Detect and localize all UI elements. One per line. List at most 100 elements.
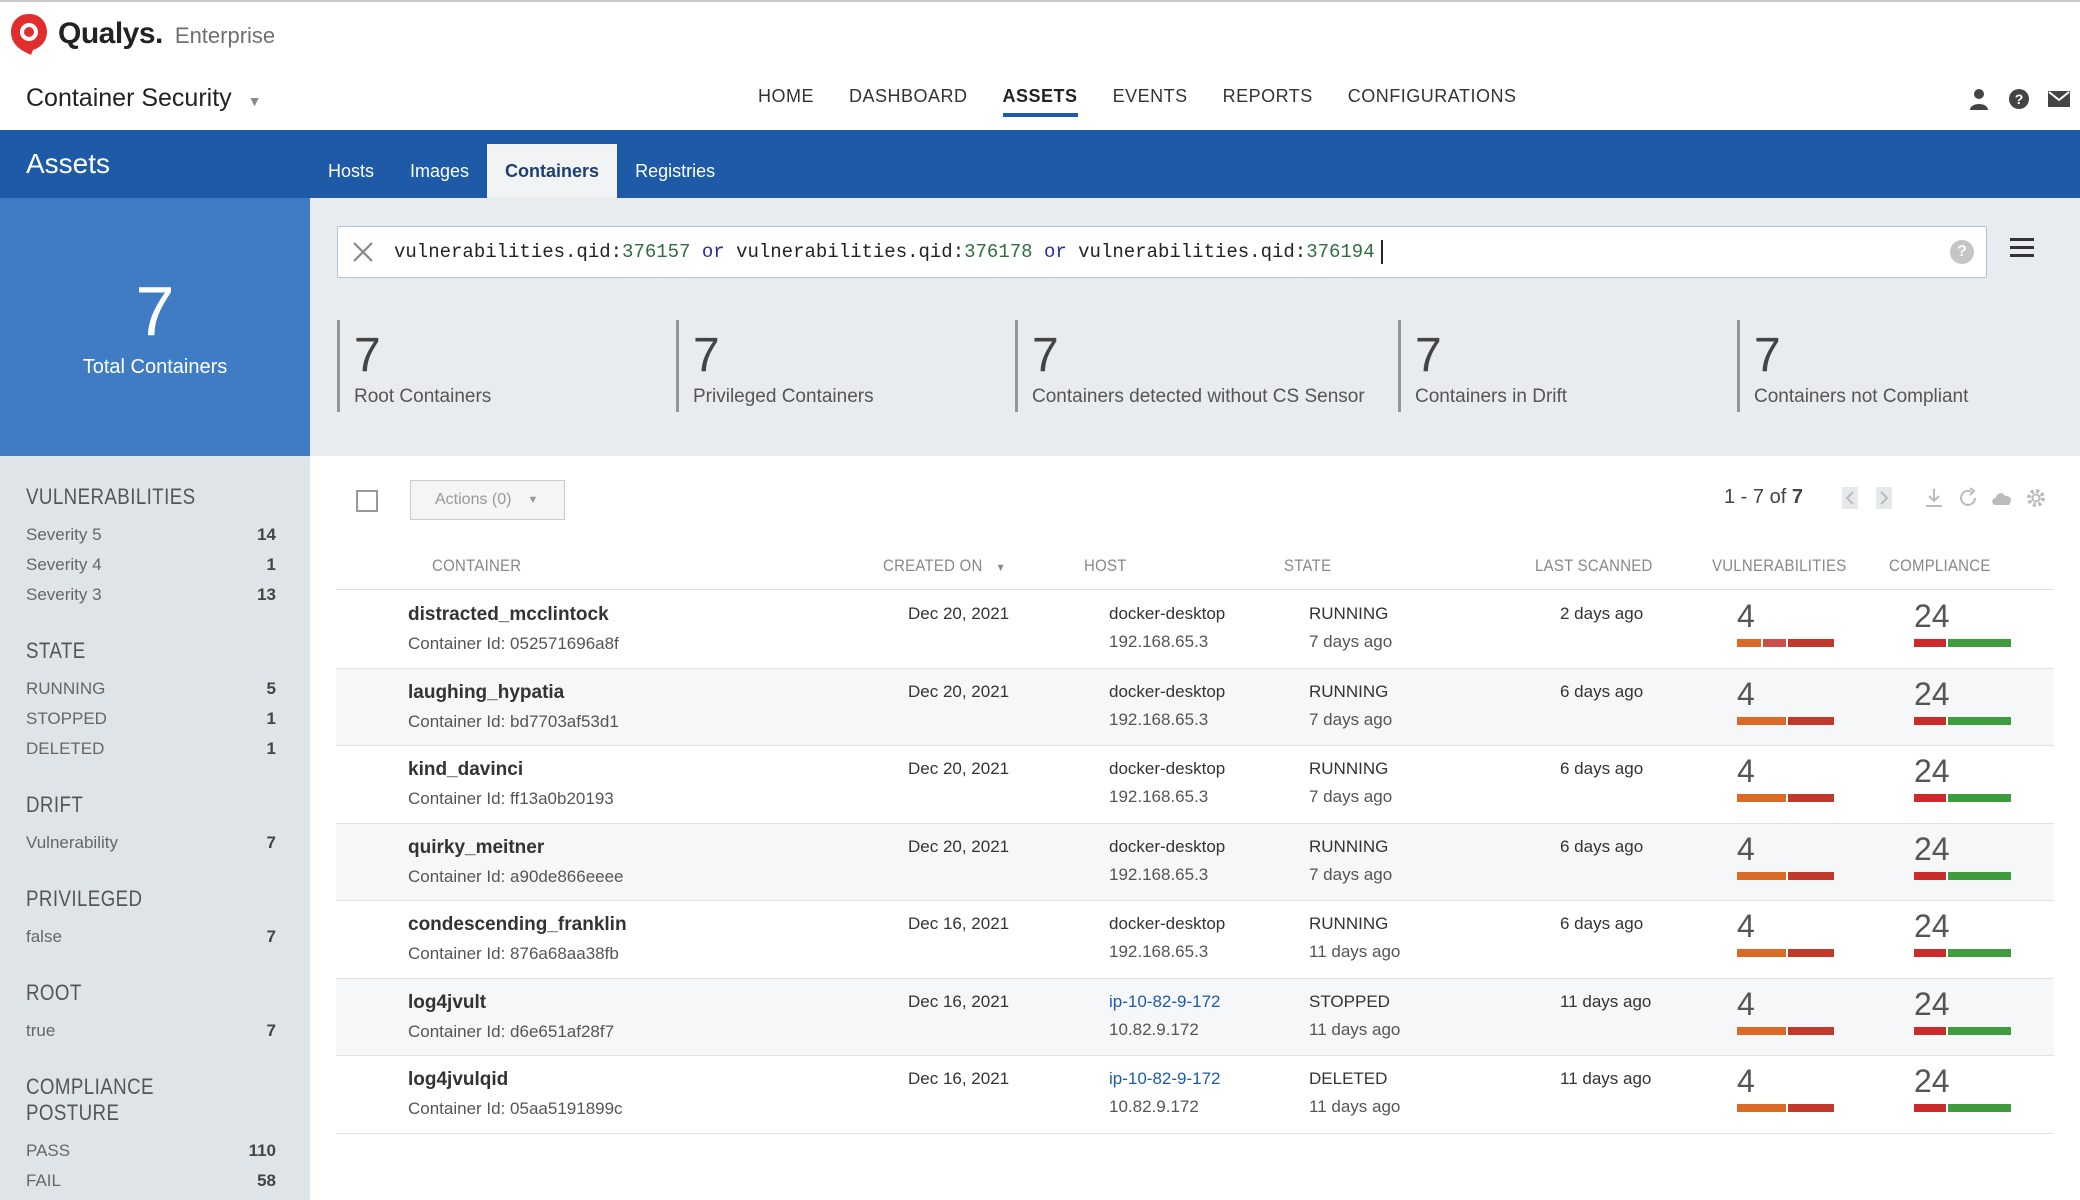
col-state[interactable]: STATE [1284,556,1332,575]
vulnerabilities-metric[interactable]: 4 [1737,1064,1834,1112]
card-label: Containers not Compliant [1754,386,1969,407]
download-icon[interactable] [1922,486,1946,510]
table-row[interactable]: log4jvulqid Container Id: 05aa5191899c Dec… [336,1056,2054,1134]
search-bar[interactable]: vulnerabilities.qid:376157 or vulnerabil… [337,226,1987,278]
clear-search-icon[interactable] [348,237,378,267]
menu-icon[interactable] [2010,238,2034,258]
filter-item[interactable]: true 7 [26,1016,276,1046]
vulnerabilities-metric[interactable]: 4 [1737,909,1834,957]
table-tools [1838,486,2058,510]
tab-images[interactable]: Images [410,161,470,181]
created-on-cell: Dec 20, 2021 [908,836,1010,856]
nav-home[interactable]: HOME [758,86,814,106]
host-name[interactable]: ip-10-82-9-172 [1109,1069,1221,1088]
compliance-bar [1914,1104,2011,1112]
container-name[interactable]: log4jvulqid [408,1069,509,1090]
col-vulnerabilities[interactable]: VULNERABILITIES [1712,556,1847,575]
filter-item[interactable]: RUNNING 5 [26,674,276,704]
vulnerabilities-metric[interactable]: 4 [1737,754,1834,802]
filter-item[interactable]: Severity 5 14 [26,520,276,550]
table-row[interactable]: log4jvult Container Id: d6e651af28f7 Dec 1… [336,978,2054,1056]
pagination-total: 7 [1791,486,1803,508]
tab-registries[interactable]: Registries [635,161,716,181]
nav-configurations[interactable]: CONFIGURATIONS [1347,86,1517,106]
card-root[interactable]: 7 Root Containers [337,320,676,412]
host-name[interactable]: ip-10-82-9-172 [1109,991,1221,1011]
container-id: Container Id: d6e651af28f7 [408,1021,615,1041]
filter-item-label: FAIL [26,1171,61,1190]
nav-assets[interactable]: ASSETS [1002,86,1078,117]
col-container[interactable]: CONTAINER [432,556,522,575]
card-value: 7 [1754,329,1781,382]
vulnerabilities-metric[interactable]: 4 [1737,599,1834,647]
filter-item[interactable]: Vulnerability 7 [26,828,276,858]
user-icon[interactable] [1968,88,1990,110]
filter-item[interactable]: PASS 110 [26,1136,276,1166]
table-row[interactable]: distracted_mcclintock Container Id: 05257… [336,591,2054,669]
container-name[interactable]: kind_davinci [408,759,524,780]
compliance-metric[interactable]: 24 [1914,909,2011,957]
search-help-icon[interactable]: ? [1950,240,1974,264]
col-host[interactable]: HOST [1084,556,1127,575]
select-all-checkbox[interactable] [356,490,378,512]
mail-icon[interactable] [2048,88,2070,110]
container-name[interactable]: log4jvult [408,991,487,1013]
compliance-metric[interactable]: 24 [1914,1064,2011,1112]
vulnerabilities-metric[interactable]: 4 [1737,677,1834,725]
col-created-on[interactable]: CREATED ON ▼ [883,556,1006,576]
container-name[interactable]: quirky_meitner [408,836,545,858]
tab-hosts[interactable]: Hosts [328,161,375,181]
compliance-metric[interactable]: 24 [1914,677,2011,725]
container-name[interactable]: condescending_franklin [408,914,627,935]
next-page-icon[interactable] [1872,486,1896,510]
tab-containers[interactable]: Containers [487,144,618,198]
severity-segment [1737,1026,1786,1035]
filter-item[interactable]: FAIL 58 [26,1166,276,1196]
state-age: 11 days ago [1309,942,1401,961]
nav-dashboard[interactable]: DASHBOARD [849,86,968,106]
filter-item[interactable]: STOPPED 1 [26,704,276,734]
vulnerability-count: 4 [1737,1063,1755,1099]
help-icon[interactable]: ? [2008,88,2030,110]
compliance-metric[interactable]: 24 [1914,754,2011,802]
filter-item[interactable]: Severity 4 1 [26,550,276,580]
compliance-metric[interactable]: 24 [1914,987,2011,1035]
filter-item[interactable]: false 7 [26,922,276,952]
col-compliance[interactable]: COMPLIANCE [1889,556,1991,575]
table-row[interactable]: condescending_franklin Container Id: 876a… [336,901,2054,979]
filter-item[interactable]: DELETED 1 [26,734,276,764]
vulnerabilities-metric[interactable]: 4 [1737,987,1834,1035]
vulnerabilities-metric[interactable]: 4 [1737,832,1834,880]
module-selector[interactable]: Container Security ▼ [26,84,262,113]
brand-name: Qualys. [58,17,163,50]
query-field: vulnerabilities.qid: [1078,241,1307,264]
nav-events[interactable]: EVENTS [1112,86,1188,106]
qualys-logo[interactable]: Qualys. Enterprise [8,12,275,56]
compliance-metric[interactable]: 24 [1914,599,2011,647]
col-last-scanned[interactable]: LAST SCANNED [1535,556,1653,575]
prev-page-icon[interactable] [1838,486,1862,510]
card-without-sensor[interactable]: 7 Containers detected without CS Sensor [1015,320,1398,412]
container-name[interactable]: laughing_hypatia [408,681,565,703]
table-row[interactable]: quirky_meitner Container Id: a90de866eeee… [336,823,2054,901]
card-drift[interactable]: 7 Containers in Drift [1398,320,1737,412]
nav-reports[interactable]: REPORTS [1222,86,1313,106]
host-name: docker-desktop [1109,604,1226,623]
table-row[interactable]: kind_davinci Container Id: ff13a0b20193 De… [336,746,2054,824]
container-cell: log4jvulqid Container Id: 05aa5191899c [408,1069,623,1119]
card-not-compliant[interactable]: 7 Containers not Compliant [1737,320,2037,412]
card-privileged[interactable]: 7 Privileged Containers [676,320,1015,412]
cloud-icon[interactable] [1990,486,2014,510]
compliance-metric[interactable]: 24 [1914,832,2011,880]
container-name[interactable]: distracted_mcclintock [408,604,609,625]
refresh-icon[interactable] [1956,486,1980,510]
search-query[interactable]: vulnerabilities.qid:376157 or vulnerabil… [394,240,1383,264]
top-icons: ? [1950,88,2070,110]
filter-group: ROOT true 7 [26,980,276,1046]
page-title: Assets [26,148,111,179]
card-value: 7 [1415,329,1442,382]
table-row[interactable]: laughing_hypatia Container Id: bd7703af53… [336,668,2054,746]
filter-item[interactable]: Severity 3 13 [26,580,276,610]
settings-gear-icon[interactable] [2024,486,2048,510]
actions-dropdown[interactable]: Actions (0) ▼ [410,480,565,520]
